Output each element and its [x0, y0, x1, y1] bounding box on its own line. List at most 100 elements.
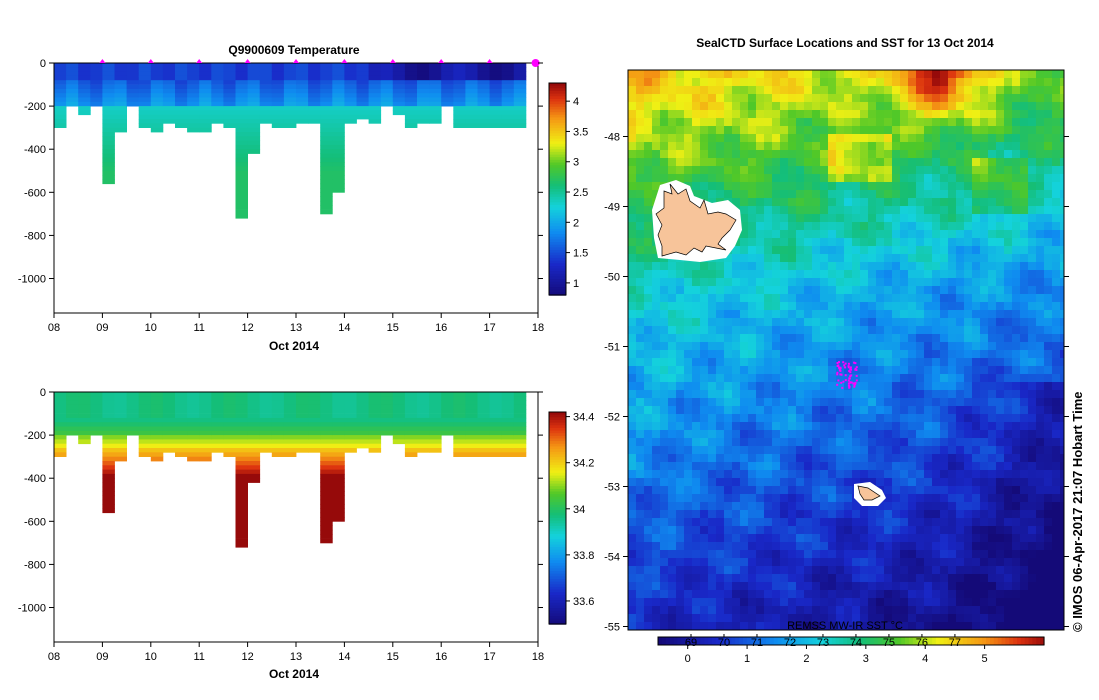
sst-cell — [892, 462, 901, 471]
temperature-cell — [199, 93, 212, 98]
temperature-cell — [404, 123, 418, 128]
sst-cell — [932, 238, 941, 247]
sst-cell — [844, 526, 853, 535]
salinity-cell — [417, 448, 430, 453]
sst-cell — [964, 430, 973, 439]
sst-cell — [964, 366, 973, 375]
sst-cell — [828, 142, 837, 151]
salinity-cell — [332, 478, 345, 483]
temperature-cell — [380, 93, 394, 98]
sst-cell — [772, 78, 781, 87]
sst-cell — [1020, 70, 1029, 79]
temperature-cell — [501, 106, 515, 111]
temperature-cell — [175, 93, 188, 98]
sst-cell — [652, 118, 661, 127]
salinity-cell — [356, 417, 369, 423]
sst-cell — [820, 518, 829, 527]
sst-cell — [828, 190, 837, 199]
sst-cell — [740, 534, 749, 543]
temperature-cell — [235, 166, 248, 172]
temperature-cell — [187, 88, 200, 94]
salinity-cell — [308, 439, 321, 445]
sst-cell — [924, 470, 933, 479]
sst-cell — [668, 70, 677, 79]
sst-cell — [964, 494, 973, 503]
sst-cell — [980, 446, 989, 455]
sst-cell — [756, 246, 765, 255]
sst-cell — [772, 558, 781, 567]
sst-cell — [980, 190, 989, 199]
sst-cell — [1060, 358, 1064, 367]
temperature-cell — [332, 153, 345, 159]
sst-cell — [804, 406, 813, 415]
sst-cell — [932, 278, 941, 287]
salinity-cell — [332, 426, 345, 432]
sst-cell — [844, 470, 853, 479]
temperature-y-ticks: 0-200-400-600-800-1000 — [18, 58, 543, 286]
sst-cell — [964, 462, 973, 471]
sst-cell — [660, 558, 669, 567]
temperature-colorbar-label: 2.5 — [573, 187, 588, 199]
temperature-cell — [211, 67, 224, 72]
sst-cell — [1060, 334, 1064, 343]
sst-cell — [860, 118, 869, 127]
salinity-cells — [54, 392, 527, 548]
sst-cell — [812, 534, 821, 543]
sst-cell — [844, 374, 853, 383]
sst-cell — [772, 142, 781, 151]
temperature-colorbar-step — [549, 236, 566, 240]
temperature-cell — [102, 97, 115, 103]
sst-cell — [788, 438, 797, 447]
sst-cell — [668, 470, 677, 479]
salinity-cell — [344, 396, 357, 401]
sst-cell — [724, 166, 733, 175]
temperature-cell — [102, 166, 115, 172]
sst-cell — [708, 158, 717, 167]
salinity-colorbar-step — [549, 547, 566, 551]
sst-cell — [716, 142, 725, 151]
sst-cell — [740, 366, 749, 375]
sst-cell — [940, 374, 949, 383]
sst-cell — [980, 390, 989, 399]
sst-cell — [972, 318, 981, 327]
sst-cell — [708, 94, 717, 103]
sst-cell — [996, 318, 1005, 327]
sst-cell — [788, 398, 797, 407]
sst-cell — [860, 558, 869, 567]
sst-cell — [836, 358, 845, 367]
salinity-colorbar-step — [549, 427, 566, 432]
sst-cell — [884, 462, 893, 471]
temperature-cell — [417, 110, 430, 116]
salinity-cell — [138, 435, 152, 440]
sst-cell — [1004, 166, 1013, 175]
sst-cell — [644, 334, 653, 343]
sst-cell — [924, 326, 933, 335]
sst-cell — [868, 422, 877, 431]
sst-cell — [764, 430, 773, 439]
sst-cell — [756, 374, 765, 383]
sst-cell — [652, 270, 661, 279]
sst-cell — [756, 78, 765, 87]
sst-cell — [836, 390, 845, 399]
sst-cell — [812, 254, 821, 263]
temperature-cell — [235, 209, 248, 215]
sst-cell — [668, 510, 677, 519]
sst-cell — [684, 382, 693, 391]
sst-cell — [756, 350, 765, 359]
sst-cell — [1036, 398, 1045, 407]
temperature-cell — [223, 97, 236, 103]
profile-marker — [244, 59, 251, 63]
salinity-colorbar-step — [549, 520, 566, 524]
salinity-cell — [271, 400, 285, 406]
sst-cell — [628, 518, 637, 527]
sst-cell — [644, 350, 653, 359]
temperature-cell — [320, 170, 333, 176]
sst-cell — [1028, 470, 1037, 479]
salinity-cell — [332, 495, 345, 501]
temperature-colorbar-step — [549, 231, 566, 235]
sst-cell — [1020, 302, 1029, 311]
salinity-cell — [392, 413, 406, 419]
sst-cell — [660, 526, 669, 535]
salinity-cell — [54, 396, 67, 401]
sst-cell — [908, 238, 917, 247]
